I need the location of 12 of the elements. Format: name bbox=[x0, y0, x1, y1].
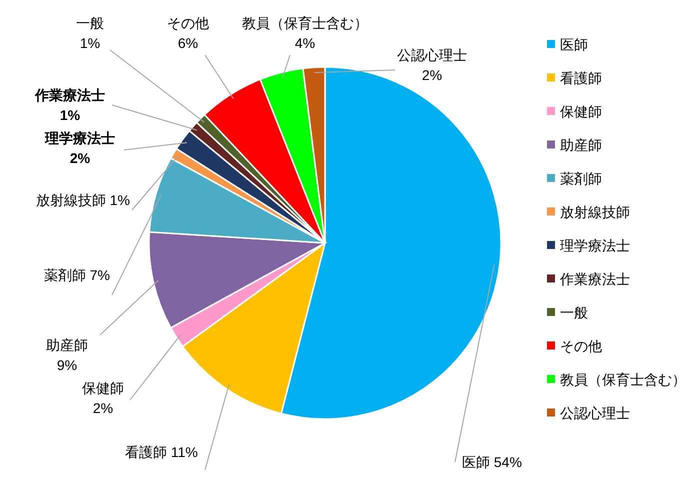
legend-label: 看護師 bbox=[560, 70, 602, 86]
legend-label: 一般 bbox=[560, 304, 588, 320]
legend-label: 放射線技師 bbox=[560, 204, 630, 220]
legend-label: 医師 bbox=[560, 36, 588, 52]
legend-label: 教員（保育士含む） bbox=[560, 372, 686, 388]
legend-label: 保健師 bbox=[560, 104, 602, 120]
legend-label: 公認心理士 bbox=[560, 405, 630, 421]
legend-label: 助産師 bbox=[560, 137, 602, 153]
legend-label: 作業療法士 bbox=[559, 271, 630, 287]
legend-label: 薬剤師 bbox=[560, 170, 602, 186]
legend-label: その他 bbox=[560, 338, 602, 354]
legend-label: 理学療法士 bbox=[560, 238, 630, 254]
